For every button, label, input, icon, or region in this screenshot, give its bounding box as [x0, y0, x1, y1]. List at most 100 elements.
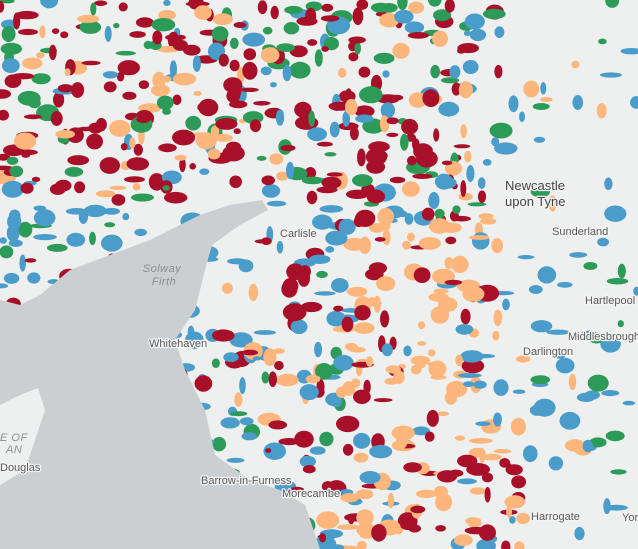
land-cover-patch — [354, 42, 362, 55]
land-cover-patch — [233, 22, 247, 28]
land-cover-patch — [394, 9, 414, 24]
land-cover-patch — [19, 254, 27, 272]
land-cover-patch — [163, 0, 171, 6]
land-cover-patch — [464, 13, 485, 30]
land-cover-patch — [493, 412, 502, 427]
land-cover-patch — [172, 72, 197, 86]
land-cover-patch — [252, 356, 261, 361]
land-cover-patch — [74, 181, 86, 194]
land-cover-patch — [124, 176, 145, 183]
land-cover-patch — [333, 305, 344, 312]
land-cover-patch — [462, 60, 479, 74]
land-cover-patch — [546, 329, 571, 335]
land-cover-patch — [457, 454, 478, 468]
land-cover-patch — [348, 513, 355, 525]
land-cover-patch — [449, 65, 461, 79]
land-cover-patch — [240, 87, 259, 93]
land-cover-patch — [0, 283, 9, 289]
land-cover-patch — [369, 444, 393, 459]
land-cover-patch — [389, 176, 406, 184]
land-cover-patch — [480, 218, 497, 225]
land-cover-patch — [249, 119, 262, 133]
land-cover-patch — [582, 439, 594, 453]
place-label: Middlesbrough — [568, 331, 638, 343]
land-cover-patch — [452, 215, 471, 222]
land-cover-patch — [268, 371, 277, 388]
land-cover-patch — [604, 205, 627, 222]
land-cover-patch — [320, 15, 340, 22]
land-cover-patch — [286, 161, 295, 180]
land-cover-patch — [126, 157, 150, 171]
land-cover-patch — [493, 309, 503, 327]
land-cover-patch — [471, 232, 490, 250]
land-cover-patch — [266, 200, 287, 207]
land-cover-patch — [559, 411, 581, 430]
land-cover-patch — [601, 390, 620, 397]
land-cover-patch — [349, 126, 359, 141]
land-cover-patch — [305, 7, 317, 24]
land-cover-patch — [261, 175, 276, 186]
land-cover-patch — [386, 117, 399, 125]
land-cover-patch — [469, 487, 487, 495]
land-cover-patch — [365, 268, 384, 281]
land-cover-patch — [13, 132, 37, 150]
place-label: Harrogate — [531, 511, 580, 523]
land-cover-patch — [329, 544, 345, 549]
land-cover-patch — [548, 456, 564, 471]
land-cover-patch — [589, 437, 607, 448]
land-cover-patch — [11, 73, 35, 80]
land-cover-patch — [260, 47, 280, 63]
land-cover-patch — [584, 390, 600, 400]
land-cover-patch — [134, 228, 147, 237]
land-cover-patch — [528, 285, 543, 294]
land-cover-patch — [428, 218, 451, 234]
land-cover-patch — [511, 475, 526, 489]
land-cover-patch — [493, 379, 509, 396]
land-cover-patch — [0, 109, 10, 121]
land-cover-patch — [478, 213, 494, 220]
land-cover-patch — [3, 272, 20, 284]
land-cover-patch — [0, 237, 7, 244]
land-cover-patch — [463, 381, 475, 387]
land-cover-patch — [218, 53, 229, 67]
land-cover-patch — [212, 13, 233, 26]
land-cover-patch — [65, 208, 88, 215]
land-cover-patch — [321, 46, 329, 52]
place-label: Newcastle upon Tyne — [505, 178, 565, 209]
land-cover-patch — [390, 94, 404, 101]
land-cover-patch — [397, 0, 408, 11]
land-cover-patch — [373, 52, 395, 64]
land-cover-patch — [284, 5, 303, 15]
land-cover-patch — [599, 72, 622, 78]
land-cover-patch — [523, 80, 540, 98]
land-cover-patch — [342, 443, 354, 456]
land-cover-patch — [401, 118, 419, 135]
land-cover-patch — [151, 84, 170, 97]
land-cover-patch — [597, 237, 609, 247]
land-cover-patch — [415, 359, 426, 369]
land-cover-patch — [66, 232, 86, 247]
land-cover-patch — [300, 301, 323, 313]
land-cover-patch — [36, 52, 45, 59]
land-cover-patch — [353, 432, 371, 449]
land-cover-patch — [261, 184, 281, 198]
labels: Newcastle upon Tyne Sunderland Carlisle H… — [0, 177, 638, 526]
land-cover-patch — [116, 71, 125, 82]
land-cover-patch — [469, 235, 490, 240]
land-cover-patch — [516, 512, 530, 525]
land-cover-patch — [221, 282, 233, 294]
land-cover-patch — [596, 103, 607, 119]
land-cover-patch — [312, 214, 333, 230]
land-cover-patch — [269, 153, 284, 165]
land-cover-patch — [280, 144, 296, 152]
land-cover-patch — [505, 464, 523, 476]
land-cover-patch — [540, 97, 553, 102]
land-cover-patch — [598, 38, 607, 45]
land-cover-patch — [406, 133, 417, 142]
land-cover-patch — [469, 28, 487, 42]
land-cover-patch — [229, 175, 242, 189]
land-cover-patch — [403, 462, 422, 473]
water-label: Solway Firth — [143, 263, 182, 288]
land-cover-patch — [475, 421, 491, 427]
land-cover-patch — [53, 91, 65, 108]
